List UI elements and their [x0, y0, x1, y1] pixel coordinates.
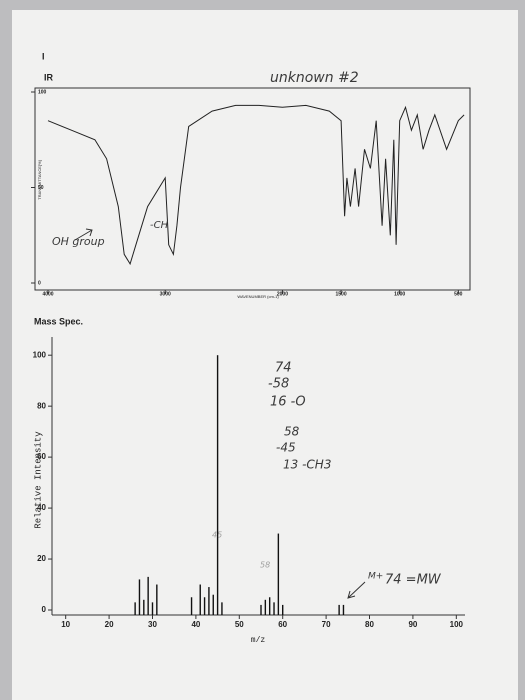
note-arrow	[74, 228, 93, 241]
x-tick-label: 20	[105, 620, 114, 629]
x-tick-label: 70	[322, 620, 331, 629]
paper	[12, 10, 518, 700]
peak	[143, 599, 145, 615]
peak	[282, 604, 284, 615]
peak	[273, 602, 275, 615]
x-tick-label: 60	[278, 620, 287, 629]
peak	[147, 576, 149, 615]
peak	[134, 602, 136, 615]
handwritten-note: -58	[268, 377, 289, 392]
page-mark: I	[42, 51, 45, 61]
handwritten-note: OH group	[52, 235, 105, 248]
handwritten-note: M+	[368, 572, 383, 582]
x-axis-label: m/z	[251, 636, 266, 645]
x-tick-label: 80	[365, 620, 374, 629]
peak	[190, 597, 193, 615]
x-tick-label: 30	[148, 620, 157, 629]
y-tick-label: 40	[37, 503, 46, 512]
peak	[212, 594, 214, 615]
peak	[151, 602, 154, 615]
x-tick-label: 50	[235, 620, 244, 629]
handwritten-note: 74 =MW	[385, 573, 442, 588]
y-tick-label: 60	[37, 452, 46, 461]
x-tick-label: 3000	[160, 291, 171, 297]
peak	[264, 599, 267, 615]
peak	[277, 533, 280, 615]
peak	[216, 355, 219, 615]
y-axis-label: Relative Intensity	[33, 431, 43, 529]
x-tick-label: 40	[191, 620, 200, 629]
handwritten-note: 16 -O	[270, 395, 306, 410]
handwritten-note: -CH	[150, 220, 169, 231]
x-tick-label: 100	[450, 620, 464, 629]
y-tick-label: 20	[37, 554, 46, 563]
x-tick-label: 2000	[277, 291, 288, 297]
handwritten-note: 74	[275, 361, 292, 376]
x-tick-label: 1500	[335, 291, 346, 297]
y-tick-label: 50	[38, 185, 44, 191]
handwritten-note: 58	[284, 425, 300, 439]
chart-title: Mass Spec.	[34, 316, 83, 326]
y-tick-label: 0	[38, 280, 41, 286]
peak	[199, 584, 201, 615]
peak	[138, 579, 141, 615]
x-tick-label: 500	[454, 291, 463, 297]
peak	[203, 597, 206, 615]
peak	[156, 584, 158, 615]
note-arrow	[347, 581, 366, 599]
y-tick-label: 100	[33, 350, 47, 359]
handwritten-note: 45	[212, 531, 222, 540]
x-tick-label: 90	[408, 620, 417, 629]
peak	[208, 587, 210, 615]
handwritten-note: -45	[276, 441, 296, 455]
x-tick-label: 1000	[394, 291, 405, 297]
y-axis-label: TRANSMITTANCE[%]	[37, 160, 42, 199]
peak	[338, 604, 340, 615]
plot-frame	[34, 87, 471, 291]
x-axis-label: WAVENUMBER (cm-1)	[237, 294, 279, 299]
y-tick-label: 0	[42, 605, 47, 614]
ir-trace	[47, 104, 465, 266]
handwritten-note: 58	[260, 561, 270, 570]
y-tick-label: 100	[38, 89, 47, 95]
y-tick-label: 80	[37, 401, 46, 410]
peak	[221, 602, 223, 615]
peak	[268, 597, 271, 615]
handwritten-note: unknown #2	[270, 70, 359, 86]
handwritten-note: 13 -CH3	[283, 458, 331, 472]
x-tick-label: 4000	[42, 291, 53, 297]
chart-title: IR	[44, 72, 54, 82]
x-tick-label: 10	[61, 620, 70, 629]
peak	[342, 604, 345, 615]
peak	[260, 604, 262, 615]
